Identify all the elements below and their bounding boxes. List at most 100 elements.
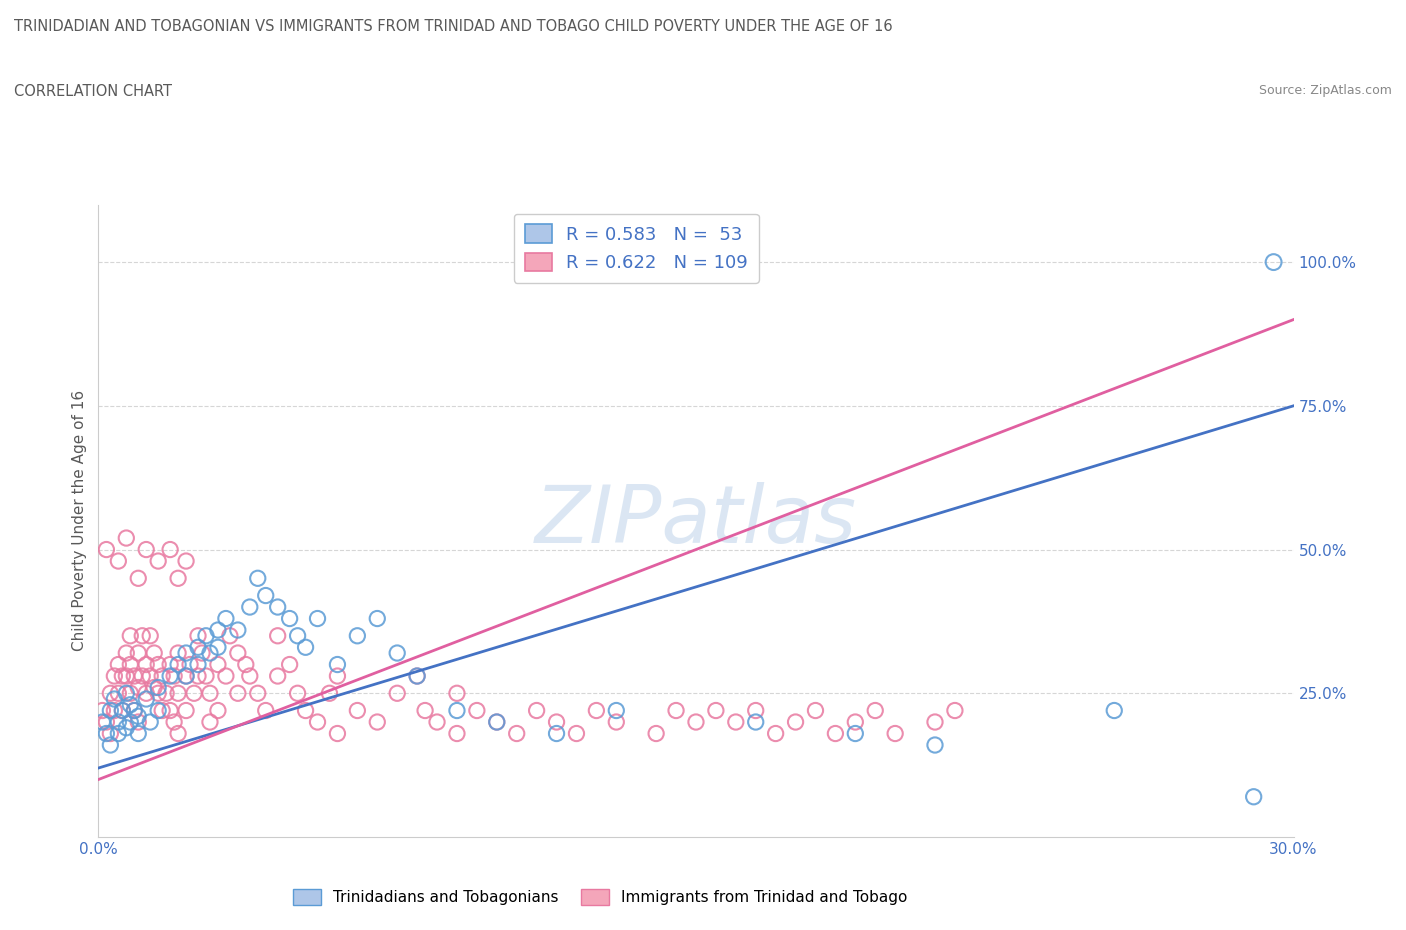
Point xyxy=(307,714,329,729)
Point xyxy=(135,692,157,707)
Point xyxy=(346,629,368,644)
Point xyxy=(605,714,627,729)
Point xyxy=(150,669,173,684)
Point xyxy=(167,658,190,672)
Legend: Trinidadians and Tobagonians, Immigrants from Trinidad and Tobago: Trinidadians and Tobagonians, Immigrants… xyxy=(287,884,914,911)
Point xyxy=(127,726,149,741)
Point xyxy=(124,669,146,684)
Point xyxy=(96,726,118,741)
Point xyxy=(167,726,190,741)
Point xyxy=(526,703,548,718)
Point xyxy=(159,703,181,718)
Point xyxy=(167,685,190,700)
Point xyxy=(307,611,329,626)
Point xyxy=(226,645,249,660)
Point xyxy=(704,703,727,718)
Point xyxy=(294,703,316,718)
Point xyxy=(148,553,170,568)
Point xyxy=(226,685,249,700)
Point xyxy=(287,629,309,644)
Point xyxy=(226,622,249,637)
Point xyxy=(111,703,134,718)
Point xyxy=(884,726,907,741)
Point xyxy=(167,645,190,660)
Point xyxy=(159,658,181,672)
Point xyxy=(127,709,149,724)
Point xyxy=(385,645,409,660)
Point xyxy=(318,685,340,700)
Point xyxy=(267,629,290,644)
Point xyxy=(174,645,197,660)
Point xyxy=(943,703,966,718)
Point xyxy=(120,658,142,672)
Point xyxy=(924,737,946,752)
Point xyxy=(107,685,129,700)
Point xyxy=(174,703,197,718)
Point xyxy=(844,726,866,741)
Text: ZIPatlas: ZIPatlas xyxy=(534,482,858,560)
Point xyxy=(207,703,229,718)
Point xyxy=(207,640,229,655)
Point xyxy=(148,685,170,700)
Point xyxy=(267,669,290,684)
Point xyxy=(294,640,316,655)
Point xyxy=(267,600,290,615)
Point xyxy=(155,685,177,700)
Y-axis label: Child Poverty Under the Age of 16: Child Poverty Under the Age of 16 xyxy=(72,391,87,651)
Point xyxy=(120,698,142,712)
Point xyxy=(139,669,162,684)
Point xyxy=(546,726,568,741)
Point xyxy=(96,542,118,557)
Point xyxy=(385,685,409,700)
Point xyxy=(326,726,349,741)
Point xyxy=(685,714,707,729)
Point xyxy=(215,611,238,626)
Point xyxy=(174,553,197,568)
Point xyxy=(124,703,146,718)
Point xyxy=(148,680,170,695)
Point xyxy=(326,669,349,684)
Point xyxy=(924,714,946,729)
Point xyxy=(585,703,607,718)
Point xyxy=(103,669,125,684)
Point xyxy=(215,669,238,684)
Point xyxy=(254,588,277,603)
Text: TRINIDADIAN AND TOBAGONIAN VS IMMIGRANTS FROM TRINIDAD AND TOBAGO CHILD POVERTY : TRINIDADIAN AND TOBAGONIAN VS IMMIGRANTS… xyxy=(14,19,893,33)
Point xyxy=(143,645,166,660)
Point xyxy=(127,571,149,586)
Point xyxy=(278,611,301,626)
Point xyxy=(127,645,149,660)
Point xyxy=(163,669,186,684)
Point xyxy=(191,645,214,660)
Point xyxy=(159,669,181,684)
Point xyxy=(103,703,125,718)
Point xyxy=(254,703,277,718)
Point xyxy=(107,714,129,729)
Point xyxy=(446,726,468,741)
Point xyxy=(187,669,209,684)
Point xyxy=(107,726,129,741)
Point xyxy=(163,714,186,729)
Point xyxy=(135,542,157,557)
Point xyxy=(346,703,368,718)
Point xyxy=(187,658,209,672)
Point xyxy=(446,703,468,718)
Point xyxy=(1263,255,1285,270)
Point xyxy=(246,685,269,700)
Point xyxy=(765,726,787,741)
Text: Source: ZipAtlas.com: Source: ZipAtlas.com xyxy=(1258,84,1392,97)
Point xyxy=(605,703,627,718)
Point xyxy=(124,703,146,718)
Point xyxy=(98,685,122,700)
Point xyxy=(426,714,449,729)
Point xyxy=(326,658,349,672)
Point xyxy=(111,703,134,718)
Point xyxy=(139,629,162,644)
Point xyxy=(366,611,388,626)
Point xyxy=(724,714,747,729)
Point xyxy=(465,703,488,718)
Point xyxy=(1102,703,1125,718)
Point xyxy=(187,629,209,644)
Point xyxy=(187,640,209,655)
Point xyxy=(235,658,257,672)
